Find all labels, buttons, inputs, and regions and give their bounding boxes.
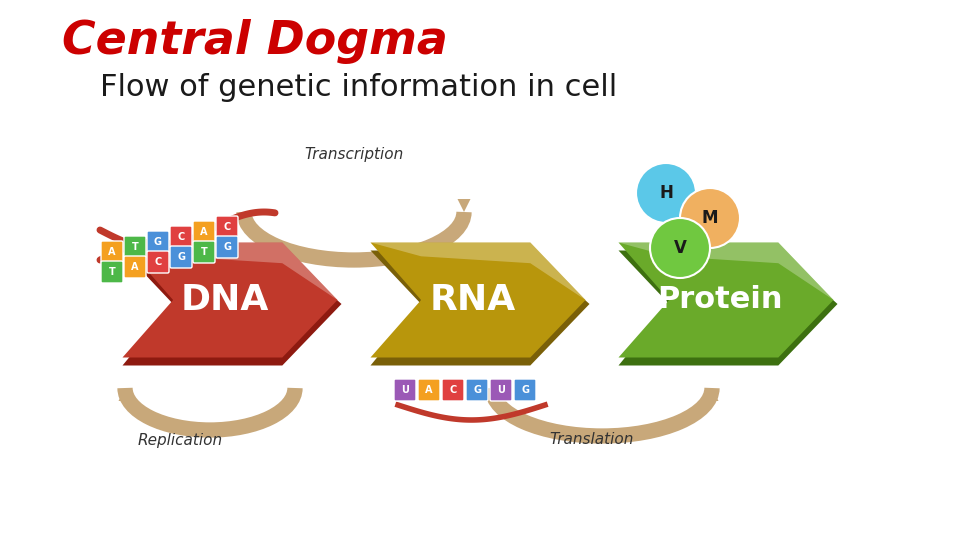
FancyBboxPatch shape [466, 379, 488, 401]
Text: Protein: Protein [658, 286, 783, 314]
Text: A: A [201, 227, 207, 237]
Text: C: C [449, 385, 457, 395]
FancyBboxPatch shape [147, 231, 169, 253]
FancyBboxPatch shape [101, 261, 123, 283]
Text: G: G [154, 237, 162, 247]
FancyBboxPatch shape [170, 226, 192, 248]
FancyBboxPatch shape [147, 251, 169, 273]
Polygon shape [706, 388, 718, 401]
Text: C: C [224, 222, 230, 232]
Text: M: M [702, 209, 718, 227]
FancyBboxPatch shape [418, 379, 440, 401]
FancyBboxPatch shape [514, 379, 536, 401]
Polygon shape [618, 242, 833, 300]
Text: RNA: RNA [429, 283, 516, 317]
Text: Transcription: Transcription [304, 146, 403, 161]
FancyBboxPatch shape [101, 241, 123, 263]
Text: G: G [223, 242, 231, 252]
Text: A: A [132, 262, 139, 272]
Polygon shape [371, 242, 586, 300]
FancyBboxPatch shape [193, 221, 215, 243]
Polygon shape [618, 251, 837, 366]
FancyBboxPatch shape [170, 246, 192, 268]
Text: Flow of genetic information in cell: Flow of genetic information in cell [100, 73, 617, 103]
Polygon shape [371, 251, 589, 366]
Polygon shape [123, 242, 338, 357]
Polygon shape [123, 242, 338, 300]
Text: Translation: Translation [550, 433, 635, 448]
FancyBboxPatch shape [442, 379, 464, 401]
Text: C: C [178, 232, 184, 242]
FancyBboxPatch shape [394, 379, 416, 401]
Text: V: V [674, 239, 686, 257]
Text: Replication: Replication [137, 433, 223, 448]
FancyBboxPatch shape [124, 256, 146, 278]
FancyBboxPatch shape [124, 236, 146, 258]
Polygon shape [618, 242, 833, 357]
FancyBboxPatch shape [216, 236, 238, 258]
Polygon shape [123, 251, 342, 366]
Text: U: U [401, 385, 409, 395]
Polygon shape [458, 199, 470, 212]
Circle shape [650, 218, 710, 278]
Text: A: A [108, 247, 116, 257]
Polygon shape [118, 388, 132, 401]
Polygon shape [371, 242, 586, 357]
FancyBboxPatch shape [216, 216, 238, 238]
Text: T: T [201, 247, 207, 257]
Text: G: G [521, 385, 529, 395]
Text: Central Dogma: Central Dogma [62, 19, 448, 64]
Text: DNA: DNA [180, 283, 269, 317]
Text: C: C [155, 257, 161, 267]
Text: U: U [497, 385, 505, 395]
Circle shape [636, 163, 696, 223]
Text: G: G [177, 252, 185, 262]
Text: G: G [473, 385, 481, 395]
FancyBboxPatch shape [193, 241, 215, 263]
Text: H: H [660, 184, 673, 202]
Text: A: A [425, 385, 433, 395]
FancyBboxPatch shape [490, 379, 512, 401]
Text: T: T [108, 267, 115, 277]
Circle shape [680, 188, 740, 248]
Text: T: T [132, 242, 138, 252]
